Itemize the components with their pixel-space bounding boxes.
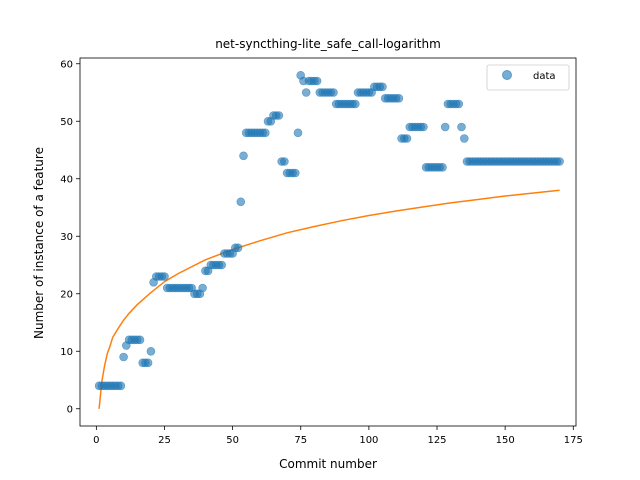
y-tick-label: 60 <box>60 59 73 70</box>
data-point <box>555 157 564 166</box>
data-point <box>402 134 412 143</box>
fit-layer <box>98 189 560 409</box>
x-tick-label: 50 <box>226 435 239 446</box>
data-point <box>378 82 387 92</box>
y-axis-label: Number of instance of a feature <box>32 147 46 339</box>
data-point <box>350 99 360 109</box>
x-tick-label: 175 <box>564 435 583 446</box>
plot-area <box>79 57 577 427</box>
legend-marker <box>502 70 512 80</box>
data-point <box>119 352 128 362</box>
data-point <box>293 128 303 138</box>
x-tick-label: 100 <box>359 435 378 446</box>
x-tick-label: 0 <box>93 435 99 446</box>
data-point <box>459 134 469 143</box>
y-axis: 0 10 20 30 40 50 60 <box>60 59 80 415</box>
fit-curve <box>98 189 560 409</box>
y-tick-label: 30 <box>60 232 73 243</box>
data-point <box>438 163 447 172</box>
y-tick-label: 50 <box>60 117 73 128</box>
chart-title: net-syncthing-lite_safe_call-logarithm <box>215 37 441 51</box>
data-point <box>312 76 322 86</box>
x-tick-label: 125 <box>427 435 446 446</box>
data-point <box>457 122 466 132</box>
data-point <box>440 122 450 132</box>
data-point <box>160 272 169 281</box>
data-point <box>260 128 270 138</box>
x-axis-label: Commit number <box>279 457 377 471</box>
data-point <box>143 358 153 368</box>
x-tick-label: 25 <box>158 435 171 446</box>
data-point <box>454 99 464 109</box>
data-point <box>419 122 428 132</box>
data-point <box>301 88 311 97</box>
y-tick-label: 10 <box>60 347 73 358</box>
legend-frame <box>486 64 570 91</box>
data-point <box>135 335 145 345</box>
data-point <box>198 283 207 293</box>
x-tick-label: 150 <box>496 435 515 446</box>
data-point <box>233 243 243 253</box>
data-point <box>329 88 338 97</box>
data-point <box>236 197 246 207</box>
legend: data <box>486 64 570 91</box>
legend-label: data <box>533 71 556 82</box>
data-point <box>394 94 404 103</box>
data-point <box>116 381 126 391</box>
data-point <box>146 346 156 356</box>
data-point <box>290 168 300 178</box>
data-point <box>239 151 248 161</box>
points-layer <box>94 71 564 391</box>
data-point <box>274 111 284 120</box>
data-point <box>217 260 226 270</box>
y-tick-label: 20 <box>60 289 73 300</box>
x-axis: 0 25 50 75 100 125 150 175 <box>93 426 583 446</box>
data-point <box>280 157 289 166</box>
y-tick-label: 0 <box>67 404 73 415</box>
axes-frame <box>79 57 577 427</box>
x-tick-label: 75 <box>294 435 307 446</box>
y-tick-label: 40 <box>60 174 73 185</box>
